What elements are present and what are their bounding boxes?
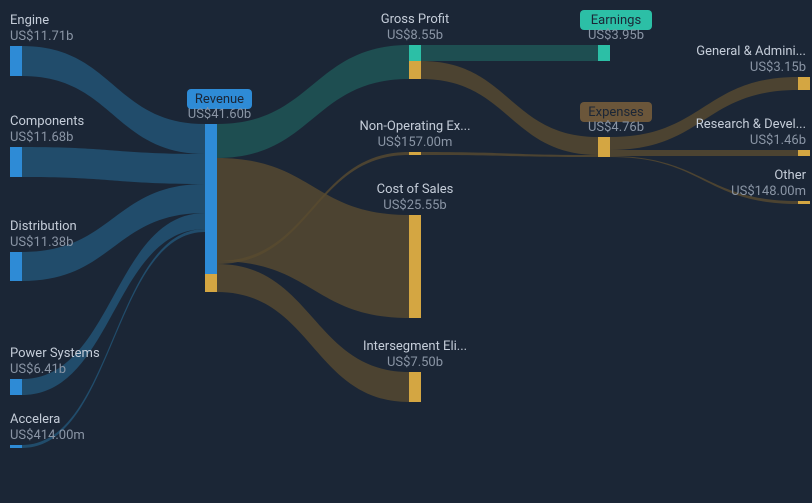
node-revenue	[205, 274, 217, 292]
label-distribution: Distribution	[10, 219, 77, 234]
value-rd: US$1.46b	[750, 133, 806, 148]
value-expenses: US$4.76b	[588, 120, 644, 135]
label-accelera: Accelera	[10, 412, 60, 427]
node-other	[798, 201, 810, 204]
node-distribution	[10, 252, 22, 281]
value-ga: US$3.15b	[750, 60, 806, 75]
label-other: Other	[774, 168, 806, 183]
label-power: Power Systems	[10, 346, 100, 361]
node-earnings	[598, 45, 610, 61]
node-ga	[798, 77, 810, 90]
label-rd: Research & Devel...	[696, 117, 806, 132]
value-other: US$148.00m	[731, 184, 806, 199]
label-revenue: Revenue	[195, 92, 244, 107]
value-power: US$6.41b	[10, 362, 66, 377]
label-nonop: Non-Operating Ex...	[359, 119, 470, 134]
value-interseg: US$7.50b	[387, 355, 443, 370]
value-earnings: US$3.95b	[588, 28, 644, 43]
flow-gross-to-earnings	[421, 45, 598, 61]
node-interseg	[409, 372, 421, 402]
node-rd	[798, 150, 810, 156]
label-components: Components	[10, 114, 84, 129]
node-expenses	[598, 137, 610, 157]
value-cost: US$25.55b	[383, 198, 446, 213]
node-nonop	[409, 152, 421, 155]
label-interseg: Intersegment Eli...	[363, 339, 467, 354]
node-accelera	[10, 445, 22, 448]
value-components: US$11.68b	[10, 130, 73, 145]
node-cost	[409, 215, 421, 318]
value-nonop: US$157.00m	[378, 135, 453, 150]
node-power	[10, 379, 22, 395]
label-ga: General & Admini...	[696, 44, 806, 59]
label-cost: Cost of Sales	[377, 182, 454, 197]
value-accelera: US$414.00m	[10, 428, 85, 443]
label-gross: Gross Profit	[381, 12, 450, 27]
node-engine	[10, 46, 22, 76]
value-distribution: US$11.38b	[10, 235, 73, 250]
value-engine: US$11.71b	[10, 29, 73, 44]
flow-expenses-to-rd	[610, 150, 798, 156]
value-revenue: US$41.60b	[188, 107, 251, 122]
node-components	[10, 147, 22, 177]
label-earnings: Earnings	[591, 13, 642, 28]
sankey-chart: EngineUS$11.71b ComponentsUS$11.68b Distri…	[0, 0, 812, 503]
node-gross	[409, 45, 421, 61]
value-gross: US$8.55b	[387, 28, 443, 43]
label-engine: Engine	[10, 13, 49, 28]
node-revenue	[205, 124, 217, 274]
node-gross	[409, 61, 421, 79]
label-expenses: Expenses	[588, 105, 644, 120]
